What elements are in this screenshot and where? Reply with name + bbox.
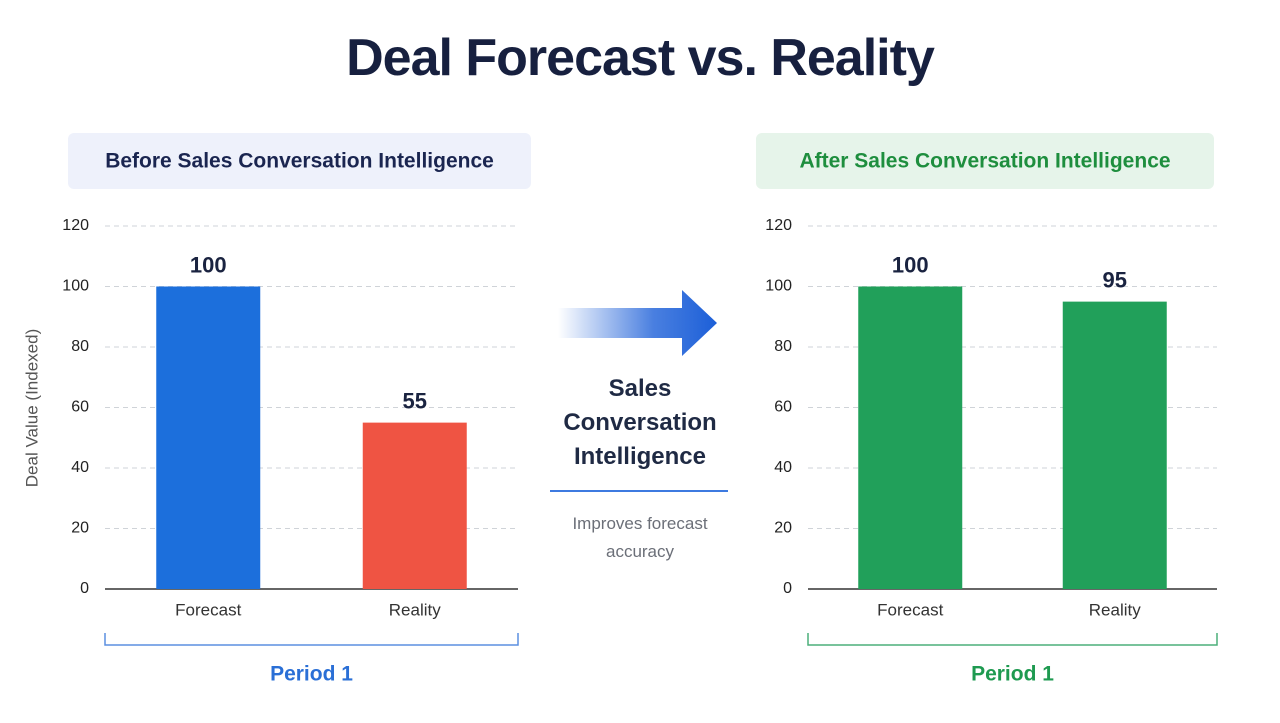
y-tick-label: 100 [765,278,792,295]
bracket [104,633,519,646]
y-tick-label: 40 [774,459,792,476]
x-tick-label: Forecast [175,600,241,619]
bar [858,286,963,589]
group-label: Period 1 [971,663,1054,686]
y-tick-label: 80 [71,338,89,355]
y-tick-label: 60 [774,399,792,416]
y-tick-label: 0 [80,580,89,597]
group-label: Period 1 [270,663,353,686]
chart-title: Before Sales Conversation Intelligence [105,150,494,173]
value-label: 100 [190,252,227,277]
x-tick-label: Reality [389,600,441,619]
y-tick-label: 80 [774,338,792,355]
transition-label: Sales Conversation Intelligence [563,375,717,470]
y-tick-label: 0 [783,580,792,597]
transition-note: Improves forecast accuracy [572,514,708,561]
y-tick-label: 20 [774,520,792,537]
arrow [558,290,717,356]
y-tick-label: 120 [765,217,792,234]
page-title: Deal Forecast vs. Reality [346,29,935,87]
x-tick-label: Forecast [877,600,943,619]
bar [156,286,261,589]
y-axis-label: Deal Value (Indexed) [22,329,41,487]
chart-title: After Sales Conversation Intelligence [799,150,1170,173]
bar [362,422,467,589]
y-tick-label: 120 [62,217,89,234]
bracket [807,633,1218,646]
chart-title-box [68,133,531,189]
bar [1062,301,1167,589]
y-tick-label: 20 [71,520,89,537]
y-tick-label: 100 [62,278,89,295]
value-label: 100 [892,252,929,277]
x-tick-label: Reality [1089,600,1141,619]
y-tick-label: 40 [71,459,89,476]
y-tick-label: 60 [71,399,89,416]
value-label: 55 [403,388,427,413]
chart-title-box [756,133,1214,189]
value-label: 95 [1103,267,1127,292]
